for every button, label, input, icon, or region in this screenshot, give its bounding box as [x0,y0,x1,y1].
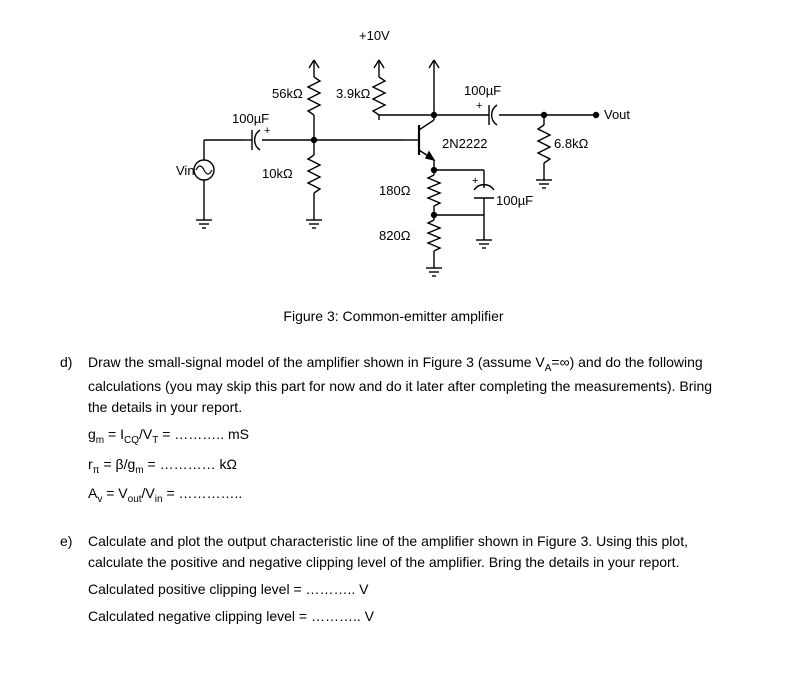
question-e-label: e) [60,531,88,633]
ce-plus: + [472,175,478,187]
question-d-body: Draw the small-signal model of the ampli… [88,352,727,513]
circuit-svg: Vin 100µF + 56kΩ [144,20,644,300]
question-d: d) Draw the small-signal model of the am… [60,352,727,513]
rl-label: 6.8kΩ [554,136,589,151]
page: Vin 100µF + 56kΩ [0,0,787,681]
question-e-text: Calculate and plot the output characteri… [88,533,688,570]
question-d-text: Draw the small-signal model of the ampli… [88,354,712,415]
vin-label: Vin [176,163,195,178]
eqn-gm: gm = ICQ/VT = ……….. mS [88,424,727,448]
rc-label: 3.9kΩ [336,86,371,101]
figure-caption: Figure 3: Common-emitter amplifier [60,308,727,324]
rb2-label: 10kΩ [262,166,293,181]
eqn-rpi: rπ = β/gm = ………… kΩ [88,454,727,478]
cout-plus: + [476,100,482,112]
clip-neg: Calculated negative clipping level = ………… [88,606,727,627]
question-d-label: d) [60,352,88,513]
clip-pos: Calculated positive clipping level = ………… [88,579,727,600]
cout-label: 100µF [464,83,501,98]
re1-label: 180Ω [379,183,411,198]
q-label: 2N2222 [442,136,488,151]
rb1-label: 56kΩ [272,86,303,101]
question-e-body: Calculate and plot the output characteri… [88,531,727,633]
supply-label: +10V [359,28,390,43]
question-e: e) Calculate and plot the output charact… [60,531,727,633]
re2-label: 820Ω [379,228,411,243]
ce-label: 100µF [496,193,533,208]
cin-label: 100µF [232,111,269,126]
vout-label: Vout [604,107,630,122]
eqn-av: Av = Vout/Vin = ………….. [88,483,727,507]
circuit-figure: Vin 100µF + 56kΩ [60,20,727,324]
cin-plus: + [264,125,270,137]
